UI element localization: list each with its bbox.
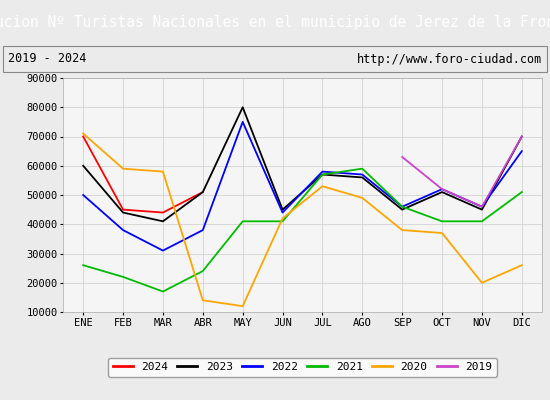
2024 [80, 134, 86, 139]
2020 [80, 131, 86, 136]
2021 [359, 166, 366, 171]
2023 [239, 105, 246, 110]
2023 [160, 219, 166, 224]
2020 [239, 304, 246, 308]
2022 [319, 169, 326, 174]
2024 [120, 207, 127, 212]
2023 [200, 190, 206, 194]
2023 [519, 134, 525, 139]
2020 [160, 169, 166, 174]
Line: 2023: 2023 [83, 107, 522, 221]
2020 [399, 228, 405, 232]
2020 [319, 184, 326, 189]
Line: 2019: 2019 [402, 136, 522, 207]
2022 [279, 210, 286, 215]
2021 [160, 289, 166, 294]
2020 [519, 263, 525, 268]
2021 [439, 219, 446, 224]
Line: 2022: 2022 [83, 122, 522, 250]
2019 [519, 134, 525, 139]
2023 [279, 207, 286, 212]
2024 [200, 190, 206, 194]
2020 [120, 166, 127, 171]
2019 [399, 154, 405, 159]
2022 [519, 149, 525, 154]
2023 [120, 210, 127, 215]
2023 [399, 207, 405, 212]
2021 [80, 263, 86, 268]
2020 [359, 196, 366, 200]
Text: 2019 - 2024: 2019 - 2024 [8, 52, 87, 66]
2021 [399, 204, 405, 209]
2023 [439, 190, 446, 194]
2024 [160, 210, 166, 215]
2022 [439, 187, 446, 192]
2021 [279, 219, 286, 224]
2020 [478, 280, 485, 285]
Text: http://www.foro-ciudad.com: http://www.foro-ciudad.com [356, 52, 542, 66]
Line: 2020: 2020 [83, 134, 522, 306]
2020 [200, 298, 206, 303]
Line: 2021: 2021 [83, 169, 522, 292]
Legend: 2024, 2023, 2022, 2021, 2020, 2019: 2024, 2023, 2022, 2021, 2020, 2019 [108, 358, 497, 377]
2019 [478, 204, 485, 209]
2021 [519, 190, 525, 194]
2020 [279, 216, 286, 221]
2021 [478, 219, 485, 224]
2022 [200, 228, 206, 232]
2021 [319, 172, 326, 177]
Text: Evolucion Nº Turistas Nacionales en el municipio de Jerez de la Frontera: Evolucion Nº Turistas Nacionales en el m… [0, 14, 550, 30]
2020 [439, 231, 446, 236]
2022 [399, 204, 405, 209]
2023 [359, 175, 366, 180]
2022 [120, 228, 127, 232]
2021 [200, 269, 206, 274]
2023 [80, 163, 86, 168]
2021 [120, 274, 127, 279]
2021 [239, 219, 246, 224]
2022 [80, 193, 86, 198]
2019 [439, 187, 446, 192]
2022 [359, 172, 366, 177]
2022 [160, 248, 166, 253]
2022 [478, 204, 485, 209]
Line: 2024: 2024 [83, 136, 203, 212]
2023 [478, 207, 485, 212]
2022 [239, 120, 246, 124]
2023 [319, 172, 326, 177]
